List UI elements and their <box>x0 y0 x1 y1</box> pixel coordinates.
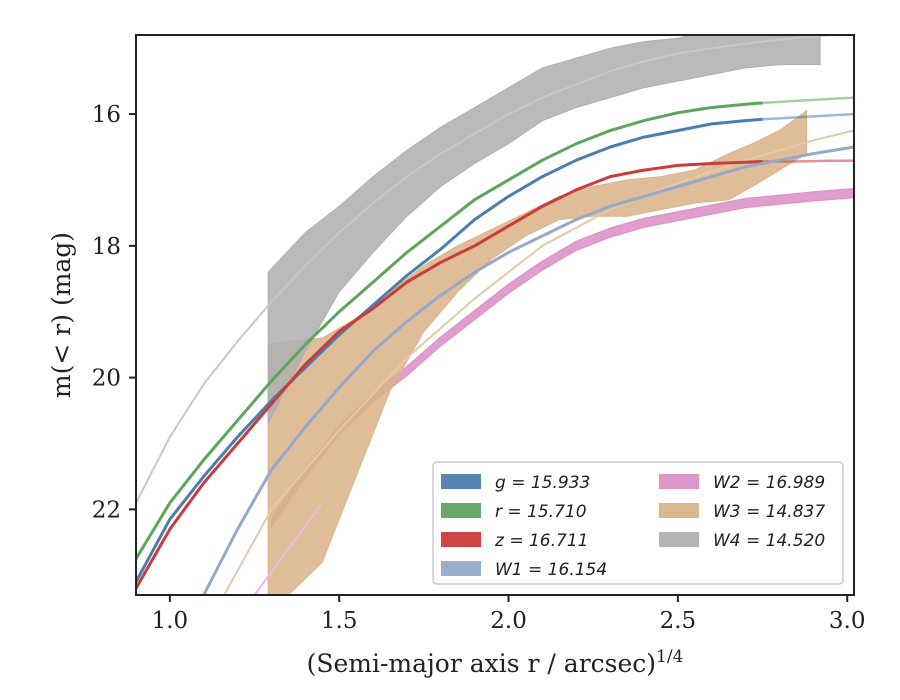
legend-w4-label: W4 = 14.520 <box>713 531 825 551</box>
plot-frame <box>135 34 855 596</box>
legend-w3-swatch <box>659 503 699 518</box>
x-axis-title-text: (Semi-major axis r / arcsec) <box>307 649 656 678</box>
series-g-line <box>136 117 763 583</box>
x-tick-label: 1.5 <box>321 608 358 634</box>
faint-curve-1 <box>223 129 854 595</box>
x-axis-title-superscript: 1/4 <box>656 647 683 667</box>
series-r-extrapolation <box>762 96 854 105</box>
series-w1-line <box>202 145 854 595</box>
ticks-layer: 1.0 1.5 2.0 2.5 3.0 16 18 20 22 <box>92 102 866 634</box>
y-tick-label: 22 <box>92 497 121 523</box>
legend-w2-swatch <box>659 474 699 489</box>
legend-w4-swatch <box>659 532 699 547</box>
legend-r-swatch <box>441 503 481 518</box>
legend-z-swatch <box>441 532 481 547</box>
faint-curve-0 <box>136 35 850 504</box>
legend-w3-label: W3 = 14.837 <box>713 502 825 522</box>
legend-w1-swatch <box>441 561 481 576</box>
legend-box <box>432 461 844 585</box>
series-z-line <box>136 160 763 590</box>
lines-layer <box>136 35 854 595</box>
y-tick-label: 18 <box>92 234 121 260</box>
legend-w2-label: W2 = 16.989 <box>713 473 825 493</box>
x-tick-label: 1.0 <box>152 608 189 634</box>
y-tick-label: 16 <box>92 102 121 128</box>
legend: g = 15.933 r = 15.710 z = 16.711 W1 = 16.15… <box>432 461 844 585</box>
x-tick-label: 2.5 <box>660 608 697 634</box>
series-w4-band <box>267 35 821 424</box>
y-tick-label: 20 <box>92 366 121 392</box>
legend-g-swatch <box>441 474 481 489</box>
legend-w1-label: W1 = 16.154 <box>495 560 607 580</box>
faint-curve-2 <box>253 502 324 595</box>
x-tick-label: 3.0 <box>829 608 866 634</box>
legend-z-label: z = 16.711 <box>494 531 588 551</box>
series-r-line <box>136 101 763 560</box>
series-w2-band <box>271 187 854 529</box>
legend-g-label: g = 15.933 <box>495 473 590 493</box>
legend-r-label: r = 15.710 <box>495 502 587 522</box>
x-tick-label: 2.0 <box>490 608 527 634</box>
series-g-extrapolation <box>762 112 854 121</box>
x-axis-title: (Semi-major axis r / arcsec)1/4 <box>307 647 684 678</box>
y-axis-title: m(< r) (mag) <box>47 232 76 398</box>
